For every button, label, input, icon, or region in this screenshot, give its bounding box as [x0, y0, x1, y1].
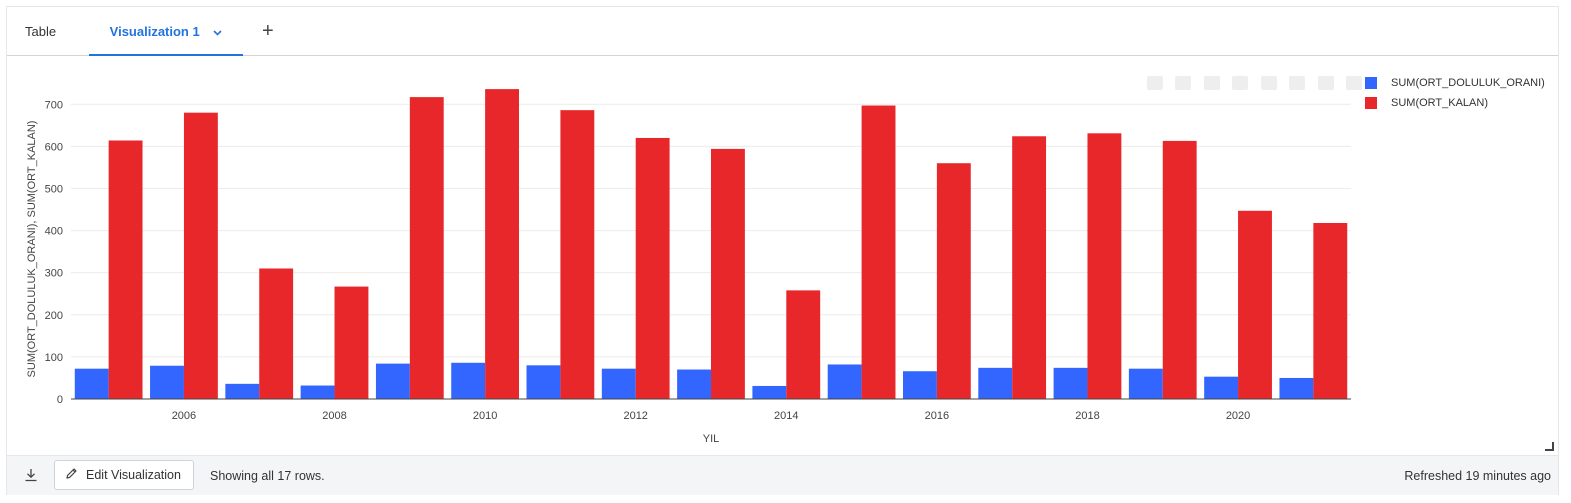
chart-legend: SUM(ORT_DOLULUK_ORANI) SUM(ORT_KALAN) [1365, 75, 1545, 115]
bar-kalan [334, 286, 369, 399]
download-button[interactable] [19, 464, 43, 488]
refreshed-timestamp: Refreshed 19 minutes ago [1404, 469, 1551, 483]
y-tick-label: 200 [45, 310, 63, 322]
bar-doluluk [752, 385, 787, 399]
legend-item-kalan[interactable]: SUM(ORT_KALAN) [1365, 95, 1545, 115]
compare-icon[interactable] [1346, 75, 1363, 90]
tab-visualization-label: Visualization 1 [109, 24, 200, 39]
y-tick-label: 300 [45, 268, 63, 280]
pan-icon[interactable] [1203, 75, 1220, 90]
edit-visualization-label: Edit Visualization [86, 468, 181, 482]
bar-doluluk [601, 368, 636, 399]
bar-doluluk [451, 362, 486, 399]
x-tick-label: 2016 [925, 410, 949, 422]
bar-kalan [183, 112, 218, 400]
bar-kalan [635, 137, 670, 399]
bar-kalan [259, 268, 294, 399]
spike-lines-icon[interactable] [1317, 75, 1334, 90]
tab-table[interactable]: Table [25, 24, 57, 39]
tab-visualization-1[interactable]: Visualization 1 [89, 7, 243, 56]
legend-label: SUM(ORT_DOLULUK_ORANI) [1391, 77, 1545, 89]
add-visualization-button[interactable]: + [262, 20, 274, 42]
edit-visualization-button[interactable]: Edit Visualization [54, 460, 194, 490]
y-axis-title: SUM(ORT_DOLULUK_ORANI), SUM(ORT_KALAN) [26, 121, 38, 378]
legend-label: SUM(ORT_KALAN) [1391, 97, 1488, 109]
bar-kalan [560, 110, 595, 399]
bar-doluluk [1279, 377, 1314, 399]
bar-kalan [861, 105, 896, 400]
bar-doluluk [225, 383, 260, 399]
bar-doluluk [677, 369, 711, 399]
resize-handle[interactable] [1545, 442, 1554, 451]
y-tick-label: 600 [45, 141, 63, 153]
chart-modebar[interactable] [1147, 74, 1370, 92]
camera-icon[interactable] [1147, 75, 1163, 90]
bar-kalan [1313, 223, 1348, 399]
x-tick-label: 2020 [1226, 410, 1250, 422]
bar-kalan [1087, 133, 1122, 399]
bar-doluluk [150, 365, 184, 399]
legend-swatch [1365, 97, 1377, 109]
chart-area: 0 100 200 300 400 500 600 700 2006 2008 2010 2012 20… [7, 57, 1558, 454]
legend-item-doluluk[interactable]: SUM(ORT_DOLULUK_ORANI) [1365, 75, 1545, 95]
y-tick-label: 400 [45, 226, 63, 238]
x-tick-label: 2018 [1075, 410, 1099, 422]
bar-kalan [711, 148, 745, 399]
bar-kalan [1012, 136, 1047, 399]
x-tick-label: 2012 [623, 410, 647, 422]
footer-bar: Edit Visualization Showing all 17 rows. … [7, 455, 1558, 495]
download-icon [24, 468, 38, 485]
bar-doluluk [74, 368, 109, 399]
bar-kalan [786, 290, 821, 399]
y-tick-label: 700 [45, 99, 63, 111]
zoom-out-icon[interactable] [1260, 75, 1277, 90]
bar-kalan [1238, 210, 1272, 399]
bar-doluluk [1053, 367, 1088, 399]
bar-doluluk [827, 364, 862, 399]
bar-doluluk [300, 385, 335, 399]
bar-chart: 0 100 200 300 400 500 600 700 2006 2008 2010 2012 20… [26, 89, 1351, 445]
bar-kalan [108, 140, 143, 399]
x-tick-label: 2008 [322, 410, 346, 422]
pencil-icon [65, 467, 78, 483]
visualization-panel: Table Visualization 1 + 0 100 200 300 400 500… [6, 6, 1559, 495]
bar-doluluk [978, 367, 1013, 399]
bar-doluluk [1204, 376, 1239, 399]
bar-doluluk [375, 363, 410, 399]
chevron-down-icon[interactable] [213, 9, 222, 58]
x-tick-label: 2014 [774, 410, 798, 422]
legend-swatch [1365, 77, 1377, 89]
x-axis-title: YIL [703, 433, 720, 445]
x-tick-label: 2010 [473, 410, 497, 422]
zoom-icon[interactable] [1175, 75, 1192, 90]
bar-doluluk [903, 371, 937, 399]
bar-kalan [936, 163, 971, 399]
y-tick-label: 500 [45, 183, 63, 195]
tab-bar: Table Visualization 1 + [7, 7, 1558, 56]
autoscale-icon[interactable] [1289, 75, 1306, 90]
x-tick-label: 2006 [172, 410, 196, 422]
zoom-in-icon[interactable] [1232, 75, 1249, 90]
bar-doluluk [526, 365, 561, 399]
bar-kalan [409, 97, 444, 400]
y-tick-label: 100 [45, 352, 63, 364]
bar-doluluk [1128, 368, 1163, 399]
y-tick-label: 0 [57, 394, 63, 406]
bar-kalan [1162, 140, 1197, 399]
bar-kalan [485, 89, 519, 400]
row-count-text: Showing all 17 rows. [210, 469, 325, 483]
